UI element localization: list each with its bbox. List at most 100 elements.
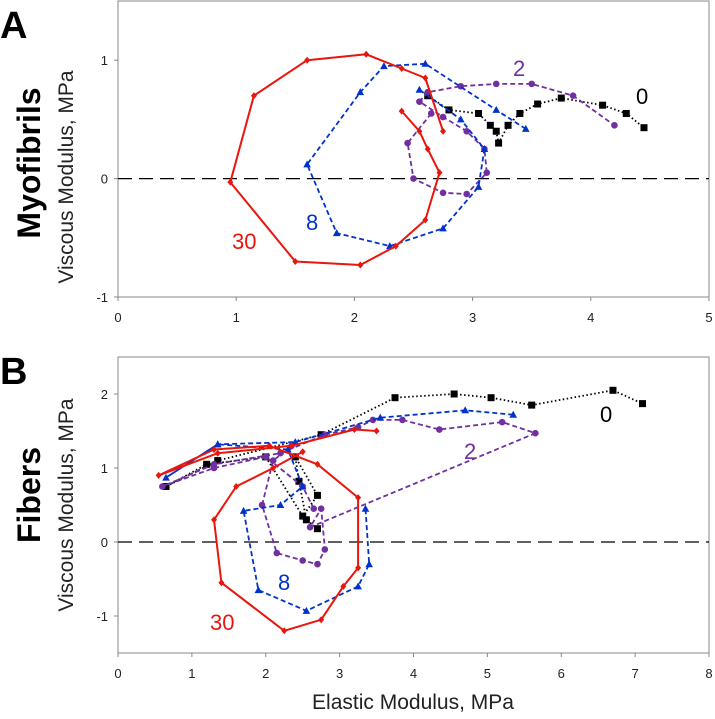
panel-a-series-2-point: [404, 139, 411, 147]
panel-b-y-tick-label: 0: [101, 535, 108, 550]
panel-b-y-tick-label: -1: [96, 609, 108, 624]
panel-a-series-line-8: [306, 62, 527, 248]
panel-a-series-label-0: 0: [636, 84, 648, 109]
panel-b-series-8-point: [376, 413, 385, 421]
panel-a-series-0-point: [599, 101, 607, 109]
panel-a-series-2-point: [528, 80, 535, 88]
panel-b-x-tick-label: 7: [632, 666, 639, 681]
panel-b-series-label-2: 2: [464, 439, 476, 464]
panel-a-series-30-point: [292, 257, 299, 265]
panel-b-series-0-point: [214, 457, 222, 465]
panel-a-letter: A: [0, 5, 27, 47]
panel-b-series-8-point: [276, 501, 285, 508]
panel-a-series-8-point: [421, 59, 430, 67]
panel-b-y-tick-label: 2: [101, 387, 108, 402]
panel-a-series-30-point: [363, 50, 370, 58]
panel-b-series-30-point: [288, 442, 295, 450]
panel-b-series-0-point: [609, 386, 617, 394]
panel-a-series-30-point: [422, 74, 429, 82]
panel-b-series-30-point: [355, 494, 362, 502]
panel-b-series-2-point: [159, 483, 166, 490]
panel-b-series-2-point: [299, 557, 306, 564]
panel-b-series-2-point: [258, 501, 266, 509]
panel-a-series-label-8: 8: [306, 210, 318, 235]
panel-b-x-tick-label: 6: [558, 666, 565, 681]
panel-a-series-2-point: [416, 98, 423, 105]
panel-b-series-2-point: [436, 426, 443, 433]
panel-b-series-8-point: [162, 473, 170, 481]
panel-b-row-title: Fibers: [11, 447, 47, 543]
panel-a-series-8-point: [439, 224, 447, 232]
panel-a-series-2-point: [569, 92, 577, 100]
panel-a-series-8-point: [303, 160, 311, 168]
panel-b-series-30-point: [211, 446, 218, 453]
panel-a-series-0-point: [486, 121, 494, 129]
panel-b-series-30-point: [314, 460, 321, 468]
panel-b-x-tick-label: 1: [188, 666, 195, 681]
panel-a-y-tick-label: 0: [101, 172, 108, 187]
panel-b-series-0-point: [487, 394, 495, 402]
panel-a-series-0-point: [557, 94, 565, 102]
panel-b-series-0-point: [295, 477, 303, 485]
panel-b-series-0-point: [450, 390, 458, 398]
panel-b-series-8-point: [461, 406, 470, 414]
panel-a-series-0-point: [516, 109, 524, 117]
panel-a-series-0-point: [534, 100, 542, 108]
panel-b-series-30-point: [299, 448, 306, 456]
panel-a-series-8-point: [480, 145, 489, 152]
panel-a-row-title: Myofibrils: [11, 87, 47, 238]
panel-b-series-8-point: [239, 506, 248, 514]
panel-b-plot-frame: [117, 356, 710, 654]
panel-a-series-label-30: 30: [232, 229, 256, 254]
panel-a-series-2-point: [463, 190, 470, 198]
panel-a-series-8-point: [521, 124, 530, 132]
panel-b-series-2-point: [306, 523, 314, 531]
panel-a-x-tick-label: 2: [351, 310, 358, 325]
panel-a-series-2-point: [492, 80, 500, 88]
panel-b-series-30-point: [270, 464, 277, 472]
panel-b-letter: B: [0, 351, 27, 393]
panel-b-series-0-point: [528, 401, 536, 409]
panel-b-series-30-point: [340, 582, 347, 590]
panel-a-series-8-point: [332, 229, 341, 237]
panel-b-series-2-point: [310, 505, 318, 512]
panel-a-x-tick-label: 1: [233, 310, 240, 325]
panel-b-series-30-point: [355, 564, 362, 572]
panel-b-series-0-point: [391, 394, 399, 402]
panel-b-series-2-point: [532, 429, 539, 437]
panel-a-myofibrils: A Myofibrils Viscous Modulus, MPa 0 1 2 3 4 5…: [0, 0, 713, 325]
panel-a-series-30-point: [304, 56, 311, 64]
panel-b-series-line-8: [165, 409, 514, 612]
panel-b-x-tick-label: 3: [336, 666, 343, 681]
panel-a-y-tick-label: -1: [96, 290, 108, 305]
panel-b-series-2-point: [399, 416, 406, 424]
panel-b-series-line-0: [165, 389, 643, 530]
panel-a-series-0-point: [622, 109, 630, 117]
panel-b-series-8-point: [298, 482, 307, 490]
panel-b-series-0-point: [203, 460, 211, 468]
panel-b-series-30-point: [351, 426, 358, 434]
panel-a-series-30-point: [440, 127, 447, 135]
panel-b-series-label-30: 30: [210, 610, 234, 635]
panel-a-series-8-point: [474, 182, 483, 190]
panel-a-series-0-point: [475, 109, 483, 117]
panel-b-x-tick-label: 5: [484, 666, 491, 681]
panel-a-series-0-point: [504, 121, 512, 129]
panel-b-series-0-point: [302, 516, 310, 524]
panel-a-series-2-point: [483, 169, 491, 176]
panel-b-y-tick-label: 1: [101, 461, 108, 476]
panel-b-series-0-point: [299, 512, 307, 520]
panel-b-series-30-point: [318, 616, 325, 624]
panel-b-series-30-point: [266, 442, 273, 450]
panel-b-series-line-2: [161, 418, 537, 566]
panel-b-series-label-0: 0: [600, 402, 612, 427]
panel-b-series-2-point: [210, 461, 218, 468]
panel-a-x-tick-label: 5: [705, 310, 712, 325]
panel-b-series-2-point: [262, 453, 270, 461]
panel-a-series-30-point: [392, 242, 399, 250]
panel-a-series-0-point: [492, 127, 500, 135]
panel-b-series-8-point: [361, 504, 370, 512]
panel-a-series-8-point: [356, 88, 365, 96]
